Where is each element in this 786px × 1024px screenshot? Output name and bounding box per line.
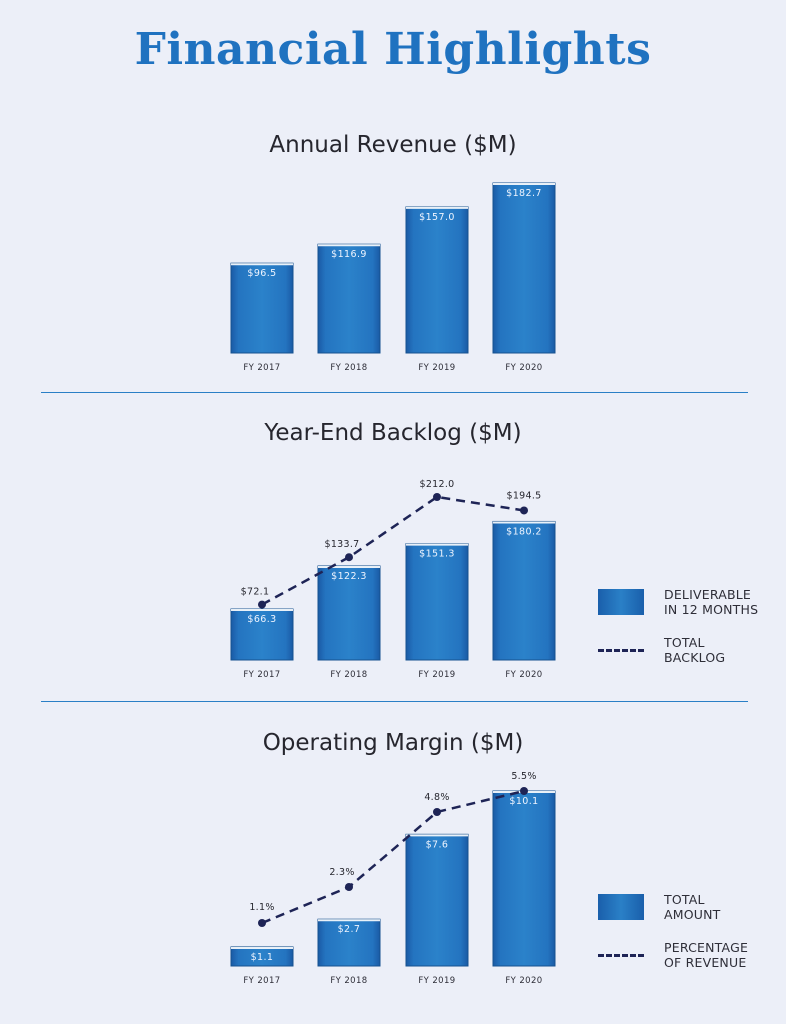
series-line — [261, 789, 525, 925]
section-divider — [41, 392, 748, 393]
x-tick-label: FY 2020 — [505, 363, 542, 373]
line-point — [345, 883, 353, 891]
legend-label-line: BACKLOG — [664, 650, 726, 665]
bar-value-label: $10.1 — [509, 796, 538, 807]
x-tick-label: FY 2018 — [330, 363, 367, 373]
legend-item-percentage: PERCENTAGE OF REVENUE — [598, 940, 768, 974]
bar — [405, 833, 469, 967]
line-point — [520, 506, 528, 515]
bar-value-label: $66.3 — [247, 614, 276, 625]
x-tick-label: FY 2018 — [330, 976, 367, 986]
chart-title-annual-revenue: Annual Revenue ($M) — [269, 132, 517, 158]
bar-value-label: $182.7 — [506, 188, 542, 199]
legend-item-total-backlog: TOTAL BACKLOG — [598, 635, 768, 669]
bar-value-label: $157.0 — [419, 212, 455, 223]
bar-value-label: $122.3 — [331, 571, 367, 582]
bar — [230, 262, 294, 354]
line-point-label: $72.1 — [241, 587, 270, 598]
x-tick-label: FY 2019 — [418, 363, 455, 373]
line-point-label: 2.3% — [329, 867, 354, 878]
bar-value-label: $116.9 — [331, 249, 367, 260]
year-end-backlog-chart: $66.3 $122.3 $151.3 $180.2 FY 2017 FY 2018 FY … — [230, 479, 556, 680]
legend-item-total-amount: TOTAL AMOUNT — [598, 892, 768, 926]
bar-value-label: $1.1 — [251, 952, 274, 963]
line-point-label: 5.5% — [511, 771, 536, 782]
line-point — [520, 787, 528, 795]
legend-label-line: TOTAL — [664, 892, 705, 907]
x-tick-label: FY 2019 — [418, 670, 455, 680]
line-point-label: 1.1% — [249, 902, 274, 913]
line-point-label: $133.7 — [324, 539, 359, 550]
bar — [230, 608, 294, 661]
legend-label-line: DELIVERABLE — [664, 587, 751, 602]
line-point — [433, 493, 441, 501]
legend-label-line: AMOUNT — [664, 907, 721, 922]
x-tick-label: FY 2020 — [505, 670, 542, 680]
legend-line-swatch — [598, 954, 644, 957]
bar — [317, 243, 381, 354]
line-point-label: 4.8% — [424, 792, 449, 803]
legend-bar-swatch — [598, 589, 644, 615]
x-tick-label: FY 2017 — [243, 976, 280, 986]
legend-item-deliverable: DELIVERABLE IN 12 MONTHS — [598, 587, 768, 621]
legend-label-line: IN 12 MONTHS — [664, 602, 759, 617]
line-point — [258, 919, 266, 927]
chart-title-operating-margin: Operating Margin ($M) — [262, 730, 524, 756]
bar — [405, 206, 469, 354]
page-title: Financial Highlights — [134, 24, 652, 75]
series-line — [261, 495, 525, 606]
legend-label-line: PERCENTAGE — [664, 940, 749, 955]
annual-revenue-chart: $96.5 $116.9 $157.0 $182.7 FY 2017 FY 2018 FY … — [230, 182, 556, 373]
bar — [317, 565, 381, 661]
legend-label-line: OF REVENUE — [664, 955, 747, 970]
line-point-label: $212.0 — [419, 479, 454, 490]
bar-value-label: $151.3 — [419, 549, 455, 560]
bar-value-label: $96.5 — [247, 268, 276, 279]
chart-title-year-end-backlog: Year-End Backlog ($M) — [264, 420, 522, 446]
legend-line-swatch — [598, 649, 644, 652]
bar — [317, 918, 381, 967]
x-tick-label: FY 2018 — [330, 670, 367, 680]
x-tick-label: FY 2017 — [243, 670, 280, 680]
line-point — [433, 808, 441, 816]
bar-value-label: $2.7 — [338, 924, 361, 935]
bar — [492, 182, 556, 354]
x-tick-label: FY 2019 — [418, 976, 455, 986]
bar-value-label: $7.6 — [426, 839, 449, 850]
x-tick-label: FY 2020 — [505, 976, 542, 986]
bar — [492, 520, 556, 661]
bar — [405, 543, 469, 661]
bar-value-label: $180.2 — [506, 526, 542, 537]
x-tick-label: FY 2017 — [243, 363, 280, 373]
bar — [492, 790, 556, 967]
operating-margin-chart: $1.1 $2.7 $7.6 $10.1 FY 2017 FY 2018 FY 2019 FY… — [230, 771, 556, 986]
line-point — [258, 600, 266, 609]
line-point — [345, 553, 353, 562]
legend-bar-swatch — [598, 894, 644, 920]
line-point-label: $194.5 — [506, 490, 541, 501]
legend-label-line: TOTAL — [664, 635, 705, 650]
section-divider — [41, 701, 748, 702]
